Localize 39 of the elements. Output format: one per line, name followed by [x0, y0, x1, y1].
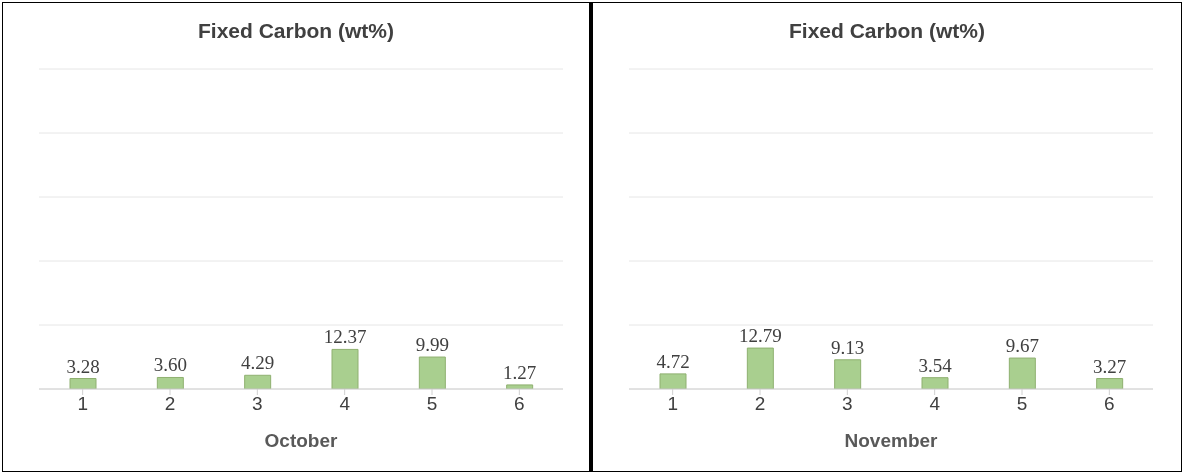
x-tick-label: 4	[929, 393, 941, 415]
bar	[659, 373, 687, 389]
chart-title: Fixed Carbon (wt%)	[197, 19, 395, 44]
x-axis-title: November	[844, 430, 939, 451]
x-tick-label: 1	[667, 393, 678, 415]
x-tick-label: 5	[426, 393, 438, 415]
x-tick-label: 4	[339, 393, 351, 415]
x-tick-label: 6	[514, 393, 525, 415]
bar	[69, 378, 97, 389]
x-tick-label: 6	[1104, 393, 1115, 415]
bar	[746, 347, 774, 389]
x-tick-label: 2	[164, 393, 176, 415]
data-label: 12.79	[738, 325, 782, 347]
bar	[156, 376, 184, 389]
chart-title: Fixed Carbon (wt%)	[788, 19, 986, 44]
bar	[418, 356, 446, 389]
data-label: 1.27	[503, 361, 537, 383]
x-tick-label: 5	[1016, 393, 1028, 415]
data-label: 3.28	[66, 355, 100, 377]
data-label: 4.29	[241, 352, 275, 374]
bar	[1096, 378, 1124, 389]
bar	[244, 374, 272, 389]
x-tick-label: 3	[842, 393, 853, 415]
data-label: 3.54	[918, 354, 953, 376]
data-label: 9.67	[1005, 335, 1039, 357]
bar	[921, 377, 949, 389]
data-label: 4.72	[656, 350, 690, 372]
x-tick-label: 1	[77, 393, 88, 415]
x-axis-title: October	[264, 430, 339, 451]
data-label: 9.13	[831, 336, 865, 358]
data-label: 9.99	[415, 334, 449, 356]
data-label: 3.27	[1093, 355, 1127, 377]
x-tick-label: 3	[252, 393, 263, 415]
x-tick-label: 2	[754, 393, 766, 415]
data-label: 12.37	[323, 326, 367, 348]
bar	[1008, 357, 1036, 389]
data-label: 3.60	[153, 354, 187, 376]
bar	[834, 359, 862, 389]
bar	[331, 348, 359, 389]
